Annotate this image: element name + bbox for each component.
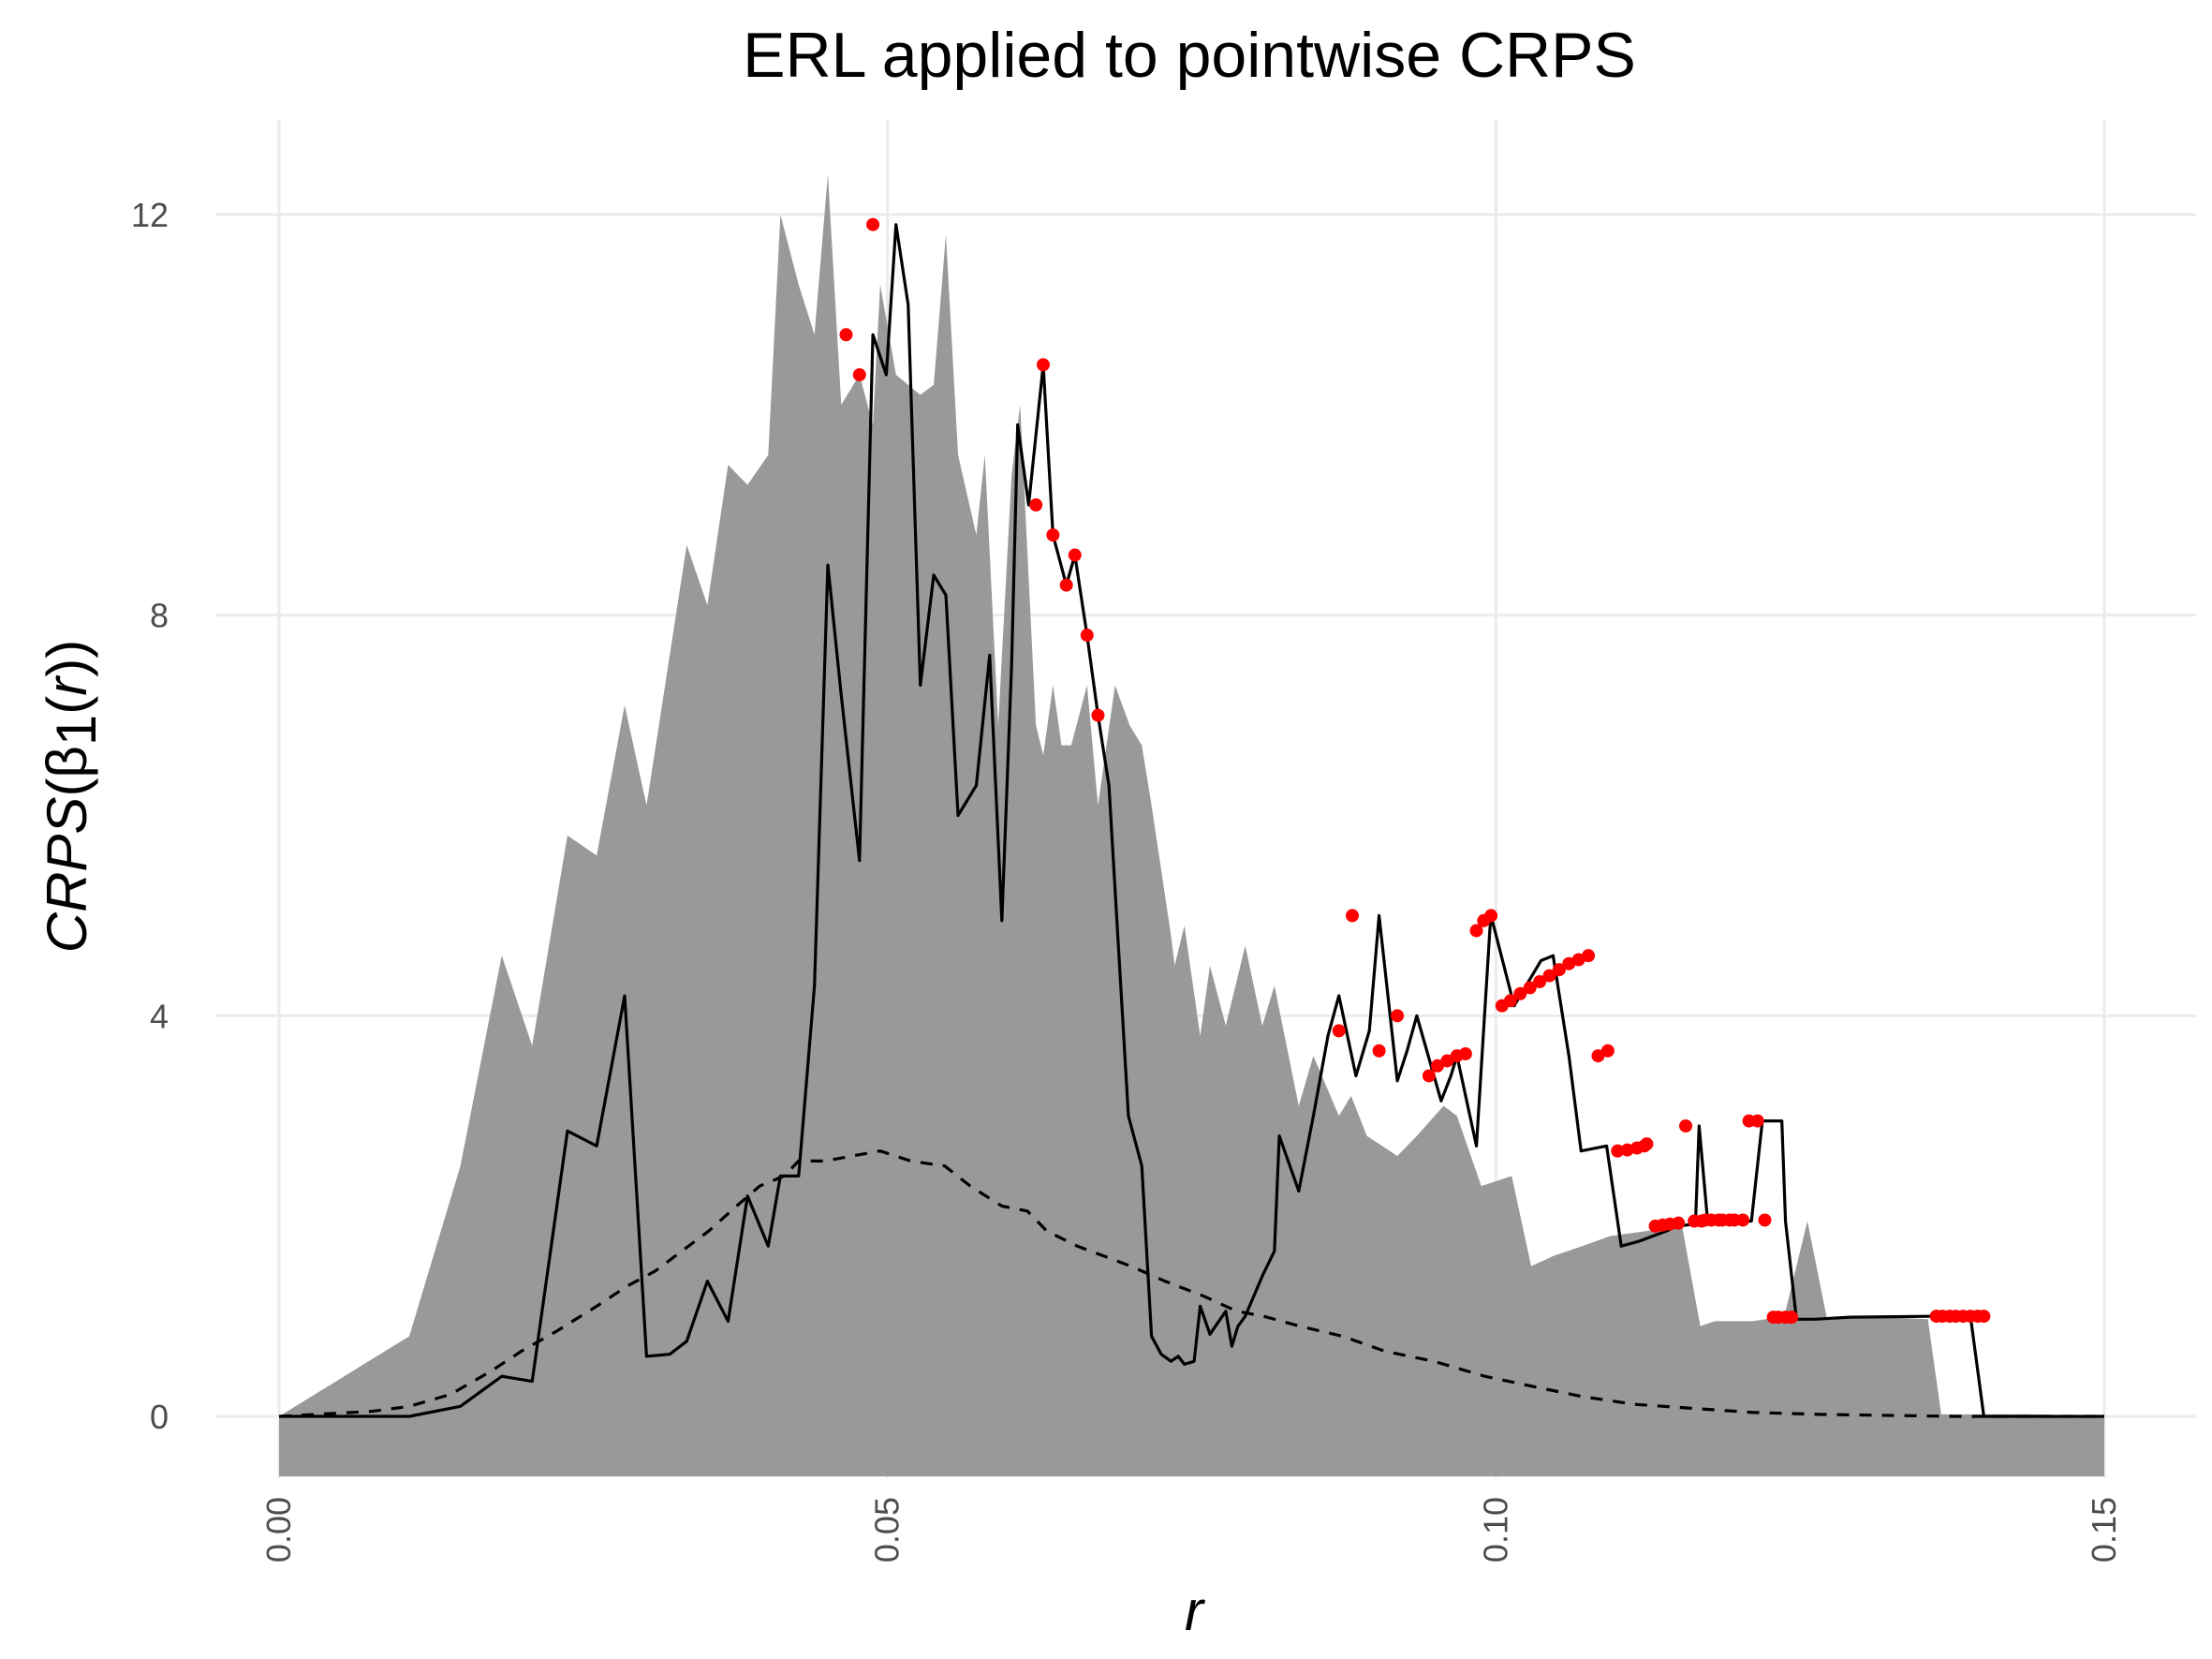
y-label-beta: β	[36, 746, 98, 778]
y-label-paren-open: (	[36, 778, 98, 797]
y-tick-labels: 0 4 8 12	[131, 196, 169, 1436]
exceedance-point	[1750, 1114, 1764, 1128]
exceedance-point	[1430, 1059, 1444, 1073]
exceedance-point	[1611, 1144, 1625, 1158]
exceedance-point	[1372, 1044, 1386, 1058]
exceedance-point	[1080, 629, 1094, 643]
exceedance-point	[839, 328, 853, 342]
exceedance-point	[1046, 528, 1060, 542]
exceedance-point	[1503, 994, 1517, 1008]
exceedance-point	[1332, 1024, 1346, 1038]
exceedance-point	[1672, 1216, 1686, 1230]
exceedance-point	[1059, 578, 1073, 592]
exceedance-point	[1523, 981, 1537, 995]
exceedance-point	[1391, 1009, 1405, 1023]
exceedance-point	[1600, 1044, 1615, 1058]
exceedance-point	[1029, 498, 1043, 512]
y-tick-label: 4	[150, 997, 169, 1035]
exceedance-point	[1758, 1213, 1772, 1227]
exceedance-point	[1036, 358, 1050, 372]
point-estimate-line	[279, 223, 2104, 1418]
exceedance-point	[1620, 1143, 1634, 1157]
exceedance-points	[839, 217, 1991, 1325]
exceedance-point	[1469, 924, 1483, 938]
exceedance-point	[1422, 1069, 1436, 1083]
chart-title: ERL applied to pointwise CRPS	[743, 20, 1636, 91]
exceedance-point	[1458, 1046, 1472, 1060]
exceedance-point	[1591, 1049, 1605, 1063]
y-label-paren-close: ))	[36, 640, 98, 677]
x-tick-label: 0.15	[2085, 1497, 2123, 1563]
x-tick-label: 0.00	[259, 1497, 298, 1563]
exceedance-point	[1542, 969, 1556, 983]
x-axis-label: r	[1185, 1579, 1205, 1642]
y-tick-label: 12	[131, 196, 169, 234]
exceedance-point	[1346, 909, 1360, 923]
exceedance-point	[1091, 708, 1105, 722]
y-label-paren-open-2: (	[36, 696, 98, 715]
exceedance-point	[1640, 1137, 1654, 1151]
exceedance-point	[866, 217, 880, 231]
exceedance-point	[1785, 1311, 1799, 1325]
exceedance-point	[1736, 1213, 1750, 1227]
y-label-subscript: 1	[45, 715, 108, 746]
exceedance-point	[1513, 986, 1527, 1000]
exceedance-point	[852, 368, 866, 382]
exceedance-point	[1068, 548, 1082, 562]
exceedance-point	[1582, 949, 1596, 963]
x-tick-labels: 0.00 0.05 0.10 0.15	[259, 1497, 2123, 1563]
exceedance-point	[1440, 1054, 1454, 1068]
y-label-arg: r	[36, 675, 98, 696]
y-tick-label: 0	[150, 1398, 169, 1436]
x-tick-label: 0.05	[868, 1497, 907, 1563]
y-label-crps: CRPS	[36, 797, 98, 954]
envelope-band	[279, 174, 2104, 1477]
exceedance-point	[1977, 1310, 1991, 1324]
dashed-reference-line	[278, 1149, 2104, 1418]
exceedance-point	[1533, 974, 1547, 988]
exceedance-point	[1484, 909, 1498, 923]
exceedance-point	[1679, 1118, 1693, 1133]
y-axis-label: CRPS(β1(r))	[36, 640, 108, 954]
exceedance-point	[1552, 963, 1566, 977]
y-tick-label: 8	[150, 597, 169, 635]
x-tick-label: 0.10	[1476, 1497, 1514, 1563]
